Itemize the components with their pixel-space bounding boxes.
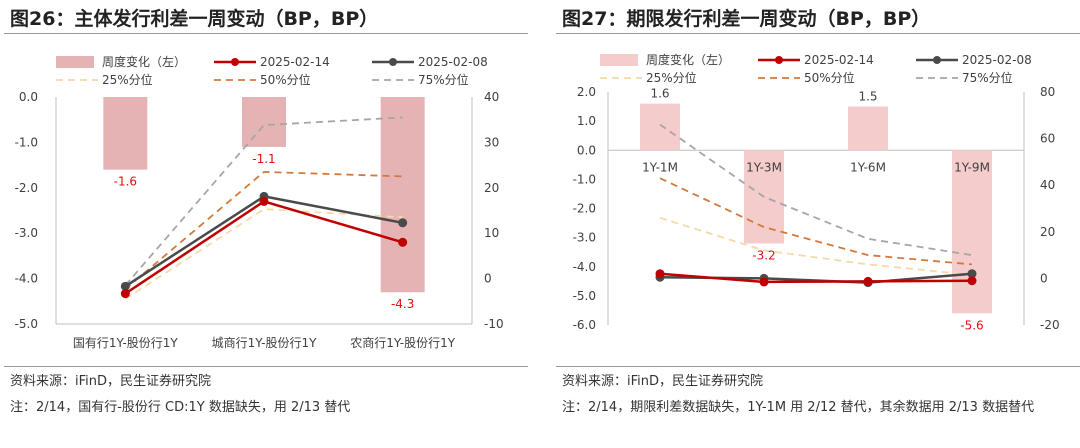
right-tick-label: 20 [484,181,499,195]
chart-spread-by-issuer: 周度变化（左） 2025-02-14 2025-02-08 25%分位 50%分位 75%… [15,54,504,350]
bar-1y-9m [952,150,992,314]
legend-label-2025-02-14: 2025-02-14 [804,53,874,67]
series-point-2025-02-14 [398,237,408,247]
category-label: 1Y-1M [642,160,678,174]
legend-label-25pct: 25%分位 [646,70,697,85]
category-label: 国有行1Y-股份行1Y [73,336,179,350]
right-tick-label: 0 [484,272,492,286]
category-label: 1Y-9M [954,160,990,174]
right-tick-label: -10 [484,317,504,331]
left-tick-label: -4.0 [573,260,596,274]
category-label: 1Y-3M [746,160,782,174]
right-tick-label: 80 [1040,85,1055,99]
right-tick-label: 30 [484,135,499,149]
bar-1y-1y [380,97,425,293]
series-line-75pct [659,123,973,256]
bar-value-label: -3.2 [752,248,775,262]
left-tick-label: 0.0 [19,90,38,104]
legend-label-50pct: 50%分位 [804,70,855,85]
chart-panel-right: 图27：期限发行利差一周变动（BP，BP） 周度变化（左） 2025-02-14 2… [556,0,1080,448]
left-tick-label: -3.0 [573,231,596,245]
legend-label-2025-02-08: 2025-02-08 [418,55,488,69]
chart-panel-left: 图26：主体发行利差一周变动（BP，BP） 周度变化（左） 2025-02-14 2… [4,0,528,448]
legend-label-50pct: 50%分位 [260,72,311,87]
footer-divider [4,366,528,367]
legend-marker-2025-02-08 [389,58,397,66]
category-label: 城商行1Y-股份行1Y [212,335,318,350]
series-line-50pct [659,177,973,266]
bar-1y-1m [640,103,680,151]
legend-marker-2025-02-14 [231,58,239,66]
legend-label-: 周度变化（左） [102,54,186,69]
legend-swatch-bar [600,54,638,66]
left-tick-label: -4.0 [15,272,38,286]
series-point-2025-02-14 [967,276,977,286]
left-tick-label: -3.0 [15,226,38,240]
series-line-50pct [124,170,403,290]
series-point-2025-02-14 [120,289,130,299]
left-tick-label: -5.0 [15,317,38,331]
legend-label-2025-02-08: 2025-02-08 [962,53,1032,67]
bar-value-label: 1.5 [858,90,877,104]
left-tick-label: 1.0 [577,114,596,128]
left-tick-label: -2.0 [573,202,596,216]
left-tick-label: -6.0 [573,318,596,332]
left-tick-label: -1.0 [15,135,38,149]
bar-value-label: -1.1 [252,152,275,166]
right-tick-label: 60 [1040,132,1055,146]
chart-title: 图27：期限发行利差一周变动（BP，BP） [562,8,931,30]
bar-value-label: -1.6 [114,175,137,189]
left-tick-label: -2.0 [15,181,38,195]
category-label: 农商行1Y-股份行1Y [350,335,456,350]
series-point-2025-02-14 [259,196,269,206]
right-tick-label: 10 [484,226,499,240]
series-point-2025-02-14 [759,277,769,287]
bar-1y-1y [103,97,148,170]
series-point-2025-02-14 [863,276,873,286]
right-tick-label: -20 [1040,318,1060,332]
series-point-2025-02-08 [967,269,977,279]
series-line-75pct [124,116,403,286]
chart-title: 图26：主体发行利差一周变动（BP，BP） [10,8,379,30]
left-tick-label: 2.0 [577,85,596,99]
bar-value-label: -5.6 [960,318,983,332]
bar-value-label: -4.3 [391,297,414,311]
bar-1y-6m [848,106,888,151]
legend-marker-2025-02-14 [775,56,783,64]
footnote: 注：2/14，国有行-股份行 CD:1Y 数据缺失，用 2/13 替代 [10,400,351,415]
legend-marker-2025-02-08 [933,56,941,64]
series-point-2025-02-08 [120,281,130,291]
right-tick-label: 20 [1040,225,1055,239]
right-tick-label: 40 [1040,178,1055,192]
legend-label-: 周度变化（左） [646,52,730,67]
source-note: 资料来源：iFinD，民生证券研究院 [562,374,764,389]
left-tick-label: -1.0 [573,172,596,186]
legend-label-75pct: 75%分位 [418,72,469,87]
legend-label-25pct: 25%分位 [102,72,153,87]
legend-swatch-bar [56,56,94,68]
title-divider [556,33,1080,34]
source-note: 资料来源：iFinD，民生证券研究院 [10,374,212,389]
series-point-2025-02-14 [655,269,665,279]
left-tick-label: -5.0 [573,289,596,303]
chart-spread-by-tenor: 周度变化（左） 2025-02-14 2025-02-08 25%分位 50%分位 75%… [573,52,1060,332]
right-tick-label: 40 [484,90,499,104]
series-line-2025-02-14 [659,272,973,284]
right-tick-label: 0 [1040,271,1048,285]
footer-divider [556,366,1080,367]
bar-1y-1y [242,97,286,147]
bar-value-label: 1.6 [650,87,669,101]
category-label: 1Y-6M [850,160,886,174]
legend-label-75pct: 75%分位 [962,70,1013,85]
legend-label-2025-02-14: 2025-02-14 [260,55,330,69]
series-point-2025-02-08 [398,218,408,228]
title-divider [4,33,528,34]
footnote: 注：2/14，期限利差数据缺失，1Y-1M 用 2/12 替代，其余数据用 2/… [562,400,1035,415]
series-line-25pct [659,216,973,276]
left-tick-label: 0.0 [577,143,596,157]
